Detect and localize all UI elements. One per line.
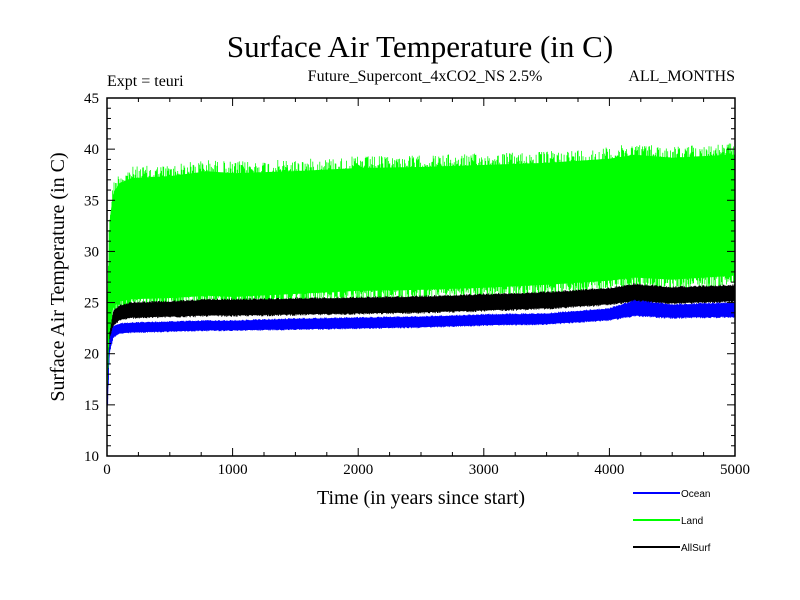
series-ocean xyxy=(107,299,735,425)
y-tick-label: 30 xyxy=(84,244,99,260)
y-axis-label: Surface Air Temperature (in C) xyxy=(47,152,69,401)
x-tick-label: 2000 xyxy=(343,462,373,478)
x-tick-label: 1000 xyxy=(218,462,248,478)
series-line-land xyxy=(107,143,735,422)
legend-label: Ocean xyxy=(681,489,710,500)
x-tick-label: 3000 xyxy=(469,462,499,478)
y-tick-label: 45 xyxy=(84,91,99,107)
legend-label: AllSurf xyxy=(681,543,711,554)
y-tick-label: 15 xyxy=(84,398,99,414)
y-tick-label: 25 xyxy=(84,296,99,312)
y-tick-label: 40 xyxy=(84,142,99,158)
legend-item-land: Land xyxy=(633,516,703,527)
x-tick-label: 0 xyxy=(103,462,111,478)
chart-subtitle-center: Future_Supercont_4xCO2_NS 2.5% xyxy=(308,68,543,85)
chart-title: Surface Air Temperature (in C) xyxy=(227,29,613,64)
series-allsurf xyxy=(107,283,735,420)
ticks-layer xyxy=(106,97,736,457)
legend-label: Land xyxy=(681,516,703,527)
series-layer xyxy=(107,143,735,425)
chart-subtitle-right: ALL_MONTHS xyxy=(628,68,735,85)
x-tick-label: 4000 xyxy=(594,462,624,478)
series-land xyxy=(107,143,735,422)
x-axis-label: Time (in years since start) xyxy=(317,487,525,509)
legend-item-ocean: Ocean xyxy=(633,489,710,500)
y-tick-label: 10 xyxy=(84,449,99,465)
y-tick-label: 35 xyxy=(84,193,99,209)
legend-item-allsurf: AllSurf xyxy=(633,543,711,554)
legend: Ocean Land AllSurf xyxy=(633,489,711,554)
chart-subtitle-left: Expt = teuri xyxy=(107,73,184,90)
series-line-allsurf xyxy=(107,283,735,420)
series-line-ocean xyxy=(107,299,735,425)
x-tick-label: 5000 xyxy=(720,462,750,478)
tick-labels: 0 1000 2000 3000 4000 5000 10 15 20 25 30 35 40 45 xyxy=(84,91,750,478)
y-tick-label: 20 xyxy=(84,347,99,363)
